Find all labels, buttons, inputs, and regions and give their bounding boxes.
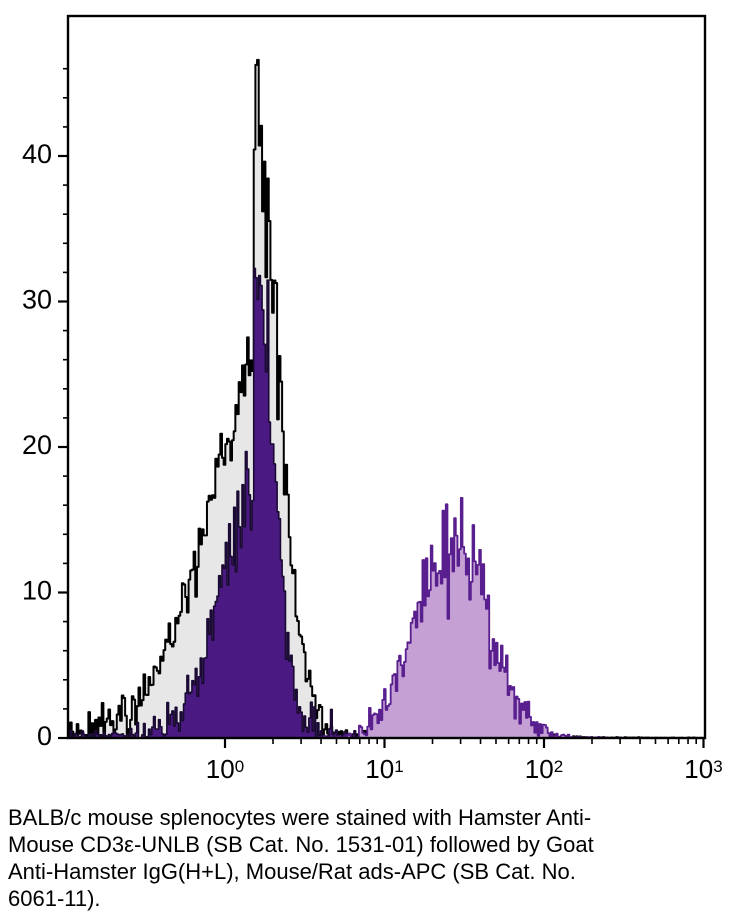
- svg-text:10: 10: [22, 576, 52, 606]
- svg-text:30: 30: [22, 285, 52, 315]
- svg-text:20: 20: [22, 430, 52, 460]
- svg-text:0: 0: [37, 721, 52, 751]
- svg-text:40: 40: [22, 139, 52, 169]
